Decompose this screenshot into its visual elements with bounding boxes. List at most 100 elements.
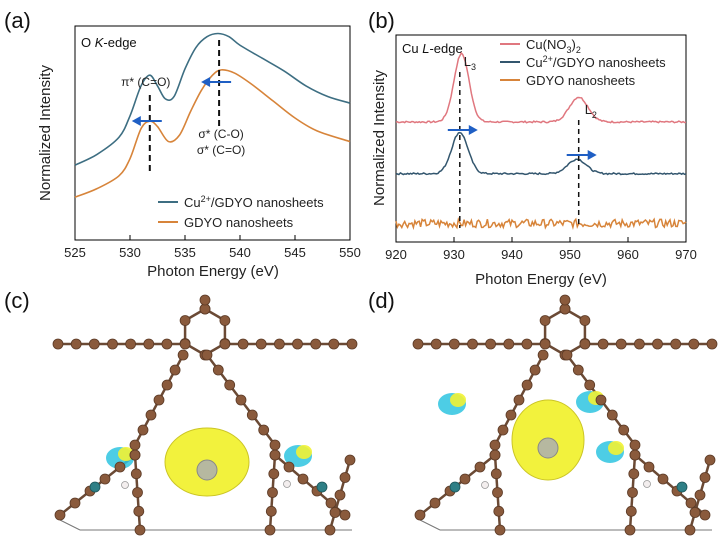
carbon-atom-38	[54, 509, 66, 521]
hydrogen-atom-1	[643, 480, 651, 488]
panel-a-y-axis-title: Normalized Intensity	[37, 65, 54, 201]
panel-a-frame	[74, 25, 351, 241]
substrate-atom-1	[676, 481, 688, 493]
carbon-atom-42	[474, 461, 486, 473]
panel-a-arrow-head-1	[201, 77, 211, 87]
panel-a-letter: (a)	[4, 8, 31, 33]
carbon-atom-48	[494, 524, 506, 536]
carbon-atom-58	[625, 505, 637, 517]
carbon-atom-50	[643, 461, 655, 473]
carbon-atom-57	[627, 487, 638, 498]
carbon-atom-53	[685, 497, 697, 509]
hydrogen-atom-0	[481, 481, 489, 489]
panel-b-y-axis-title: Normalized Intensity	[371, 70, 388, 206]
carbon-atom-17	[597, 338, 609, 350]
panel-b-legend-label-3: GDYO nanosheets	[526, 73, 636, 88]
panel-b-arrow-head-0	[468, 125, 478, 135]
carbon-atom-53	[325, 497, 337, 509]
carbon-atom-12	[485, 338, 497, 350]
carbon-atom-28	[505, 409, 517, 421]
panel-b-arrow-head-1	[587, 150, 597, 160]
carbon-atom-47	[493, 505, 505, 517]
carbon-atom-62	[334, 489, 346, 501]
carbon-atom-24	[537, 349, 549, 361]
hydrogen-atom-0	[121, 481, 129, 489]
panel-b-series-line-0	[395, 51, 687, 124]
carbon-atom-18	[255, 338, 267, 350]
carbon-atom-46	[132, 487, 143, 498]
panel-b-tick-label-3: 950	[559, 247, 581, 262]
carbon-atom-26	[521, 379, 533, 391]
carbon-atom-5	[579, 315, 591, 326]
panel-b-tick-label-4: 960	[617, 247, 639, 262]
panel-b-tick-label-1: 930	[443, 247, 465, 262]
carbon-atom-7	[559, 294, 571, 306]
panel-b-marker-label-1: L2	[585, 102, 597, 120]
carbon-atom-6	[559, 303, 571, 315]
panel-a-tick-label-0: 525	[64, 245, 86, 260]
substrate-atom-1	[316, 481, 328, 493]
carbon-atom-10	[448, 338, 460, 350]
panel-d-structure	[412, 294, 718, 536]
carbon-atom-56	[268, 468, 280, 480]
panel-a-series	[74, 32, 351, 198]
carbon-atom-36	[258, 424, 270, 436]
panel-b-frame	[395, 34, 687, 243]
carbon-atom-27	[513, 394, 525, 406]
carbon-atom-38	[414, 509, 426, 521]
carbon-atom-57	[267, 487, 278, 498]
panel-a-x-axis-title: Photon Energy (eV)	[147, 263, 279, 280]
carbon-atom-42	[114, 461, 126, 473]
carbon-atom-39	[69, 497, 81, 509]
substrate-atom-0	[89, 481, 101, 493]
carbon-atom-54	[699, 509, 711, 521]
carbon-atom-22	[688, 338, 700, 350]
carbon-atom-19	[273, 338, 285, 350]
carbon-atom-17	[237, 338, 249, 350]
carbon-atom-64	[684, 524, 696, 536]
carbon-atom-35	[606, 409, 618, 421]
carbon-atom-30	[489, 439, 501, 451]
carbon-atom-35	[246, 409, 258, 421]
carbon-atom-9	[430, 338, 442, 350]
carbon-atom-41	[459, 473, 471, 485]
carbon-atom-29	[497, 424, 509, 436]
carbon-atom-30	[129, 439, 141, 451]
panel-a-marker-label-1-0: σ* (C-O)	[198, 127, 243, 141]
carbon-atom-32	[212, 364, 224, 376]
bond-16	[59, 519, 81, 531]
carbon-atom-14	[521, 338, 533, 350]
carbon-atom-34	[235, 394, 247, 406]
carbon-atom-8	[412, 338, 424, 350]
carbon-atom-11	[467, 338, 478, 350]
carbon-atom-9	[70, 338, 82, 350]
carbon-atom-16	[219, 338, 231, 350]
carbon-atom-44	[489, 449, 501, 461]
panel-a-tick-label-4: 545	[284, 245, 306, 260]
carbon-atom-44	[129, 449, 141, 461]
carbon-atom-45	[130, 468, 142, 480]
carbon-atom-10	[88, 338, 100, 350]
panel-a-tick-label-5: 550	[339, 245, 361, 260]
panel-b-series-line-1	[395, 131, 687, 176]
panel-a-series-line-1	[74, 69, 351, 198]
panel-a-series-line-0	[74, 32, 351, 166]
carbon-atom-60	[344, 454, 356, 466]
panel-b-legend-label-1: Cu(NO3)2	[526, 37, 581, 55]
charge-accumulation-lobe-1	[296, 445, 312, 459]
carbon-atom-37	[629, 439, 641, 451]
panel-b-legend: Cu(NO3)2 Cu2+/GDYO nanosheets GDYO nanos…	[500, 37, 666, 88]
panel-c-structure	[52, 294, 358, 536]
panel-d-letter: (d)	[368, 288, 395, 313]
carbon-atom-25	[169, 364, 181, 376]
carbon-atom-3	[539, 315, 551, 326]
bond-16	[419, 519, 441, 531]
substrate-atom-0	[449, 481, 461, 493]
carbon-atom-37	[269, 439, 281, 451]
carbon-atom-34	[595, 394, 607, 406]
panel-a-marker-label-0: π* (C=O)	[121, 75, 170, 89]
panel-a-edge-label: O K-edge	[81, 35, 137, 50]
carbon-atom-61	[339, 472, 351, 483]
carbon-atom-19	[634, 338, 645, 350]
carbon-atom-23	[706, 338, 718, 350]
